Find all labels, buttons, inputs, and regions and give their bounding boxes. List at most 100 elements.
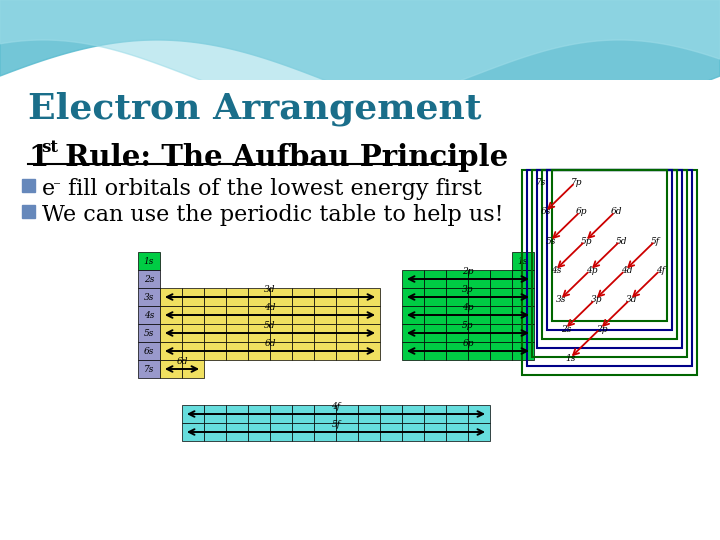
Text: 5s: 5s (144, 328, 154, 338)
Bar (182, 324, 204, 342)
Bar (512, 324, 534, 342)
Bar (292, 306, 314, 324)
Bar (270, 405, 292, 423)
Bar (22, 205, 35, 218)
Bar (0, 80, 720, 540)
Bar (490, 342, 512, 360)
Text: 3d: 3d (626, 295, 637, 304)
Bar (512, 342, 534, 360)
Text: 3d: 3d (264, 285, 276, 294)
Bar (446, 306, 468, 324)
Bar (402, 288, 424, 306)
Bar (336, 423, 358, 441)
Text: 2s: 2s (561, 325, 571, 334)
Bar (226, 342, 248, 360)
Text: 7s: 7s (536, 178, 546, 187)
Bar (270, 288, 292, 306)
Bar (138, 324, 160, 342)
Bar (468, 306, 490, 324)
Text: 4f: 4f (656, 266, 665, 275)
Bar (446, 405, 468, 423)
Bar (358, 288, 380, 306)
Text: 5d: 5d (264, 321, 276, 330)
Bar (402, 324, 424, 342)
Bar (138, 342, 160, 360)
Bar (292, 342, 314, 360)
Bar (468, 423, 490, 441)
Text: st: st (41, 139, 58, 156)
Bar (160, 324, 182, 342)
Bar (292, 423, 314, 441)
Bar (336, 324, 358, 342)
Text: 4f: 4f (331, 402, 341, 411)
Text: 4d: 4d (621, 266, 632, 275)
Bar (314, 288, 336, 306)
Bar (336, 342, 358, 360)
Bar (424, 270, 446, 288)
Bar (138, 360, 160, 378)
Bar (468, 405, 490, 423)
Text: 4p: 4p (586, 266, 598, 275)
Text: e: e (42, 178, 55, 200)
Bar (402, 270, 424, 288)
Text: We can use the periodic table to help us!: We can use the periodic table to help us… (42, 204, 503, 226)
Bar (314, 342, 336, 360)
Text: 2s: 2s (144, 274, 154, 284)
Bar (490, 288, 512, 306)
Text: 6s: 6s (144, 347, 154, 355)
Text: 3s: 3s (556, 295, 566, 304)
Bar (182, 288, 204, 306)
Bar (248, 342, 270, 360)
Text: 4p: 4p (462, 303, 474, 312)
Bar (182, 342, 204, 360)
Text: 6p: 6p (462, 339, 474, 348)
Bar (182, 423, 204, 441)
Bar (336, 288, 358, 306)
Bar (226, 405, 248, 423)
Bar (402, 342, 424, 360)
Bar (402, 423, 424, 441)
Text: 6s: 6s (541, 207, 552, 217)
Bar (424, 423, 446, 441)
Bar (314, 324, 336, 342)
Text: 3p: 3p (591, 295, 603, 304)
Polygon shape (0, 0, 720, 130)
Bar (138, 288, 160, 306)
Text: 7p: 7p (571, 178, 582, 187)
Text: 5p: 5p (581, 237, 593, 246)
Bar (468, 324, 490, 342)
Bar (292, 324, 314, 342)
Bar (182, 306, 204, 324)
Bar (248, 405, 270, 423)
Text: 1s: 1s (144, 256, 154, 266)
Bar (446, 288, 468, 306)
Bar (226, 423, 248, 441)
Bar (512, 288, 534, 306)
Bar (402, 405, 424, 423)
Bar (248, 288, 270, 306)
Bar (380, 405, 402, 423)
Text: 5d: 5d (616, 237, 627, 246)
Text: 2p: 2p (462, 267, 474, 276)
Text: 3s: 3s (144, 293, 154, 301)
Text: Rule: The Aufbau Principle: Rule: The Aufbau Principle (55, 143, 508, 172)
Text: 5p: 5p (462, 321, 474, 330)
Text: 7s: 7s (144, 364, 154, 374)
Bar (270, 306, 292, 324)
Bar (446, 270, 468, 288)
Text: 4s: 4s (144, 310, 154, 320)
Bar (270, 423, 292, 441)
Bar (160, 342, 182, 360)
Bar (424, 324, 446, 342)
Bar (314, 423, 336, 441)
Bar (204, 423, 226, 441)
Bar (160, 288, 182, 306)
Bar (292, 405, 314, 423)
Bar (336, 306, 358, 324)
Bar (424, 288, 446, 306)
Bar (490, 324, 512, 342)
Text: 4d: 4d (264, 303, 276, 312)
Bar (446, 324, 468, 342)
Text: 5f: 5f (331, 420, 341, 429)
Bar (424, 342, 446, 360)
